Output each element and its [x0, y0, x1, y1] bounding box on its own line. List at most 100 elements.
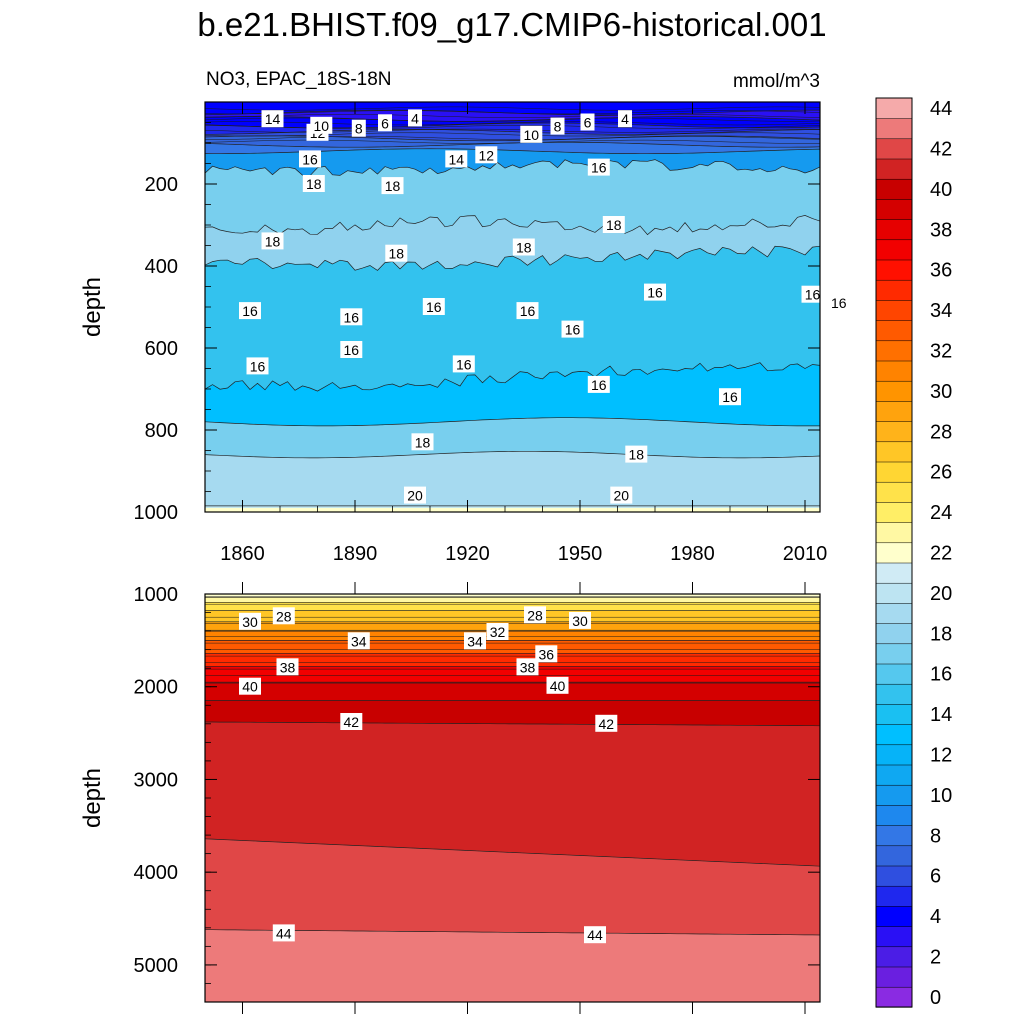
colorbar-swatch — [875, 501, 913, 523]
contour-label-box — [546, 676, 569, 694]
lower-contour-line-43 — [205, 838, 820, 867]
upper-fine-contour — [205, 117, 820, 122]
colorbar-tick-label: 34 — [930, 300, 952, 322]
contour-label-box — [550, 117, 565, 135]
upper-depth-panel: NO3, EPAC_18S-18N mmol/m^3 14 12 10 8 6 4 16 18… — [79, 69, 850, 565]
upper-fill-band-12 — [205, 142, 820, 154]
colorbar-swatch — [875, 602, 913, 624]
lower-contour-lines — [205, 596, 820, 936]
contour-label-box — [302, 175, 325, 192]
y-tick-label: 4000 — [134, 862, 179, 884]
contour-label: 30 — [242, 614, 258, 630]
contour-label: 20 — [614, 488, 630, 504]
contour-label-box — [486, 623, 509, 640]
contour-label: 28 — [276, 608, 292, 624]
contour-label-box — [587, 375, 610, 393]
lower-fill-layer — [205, 594, 820, 1002]
colorbar-tick-label: 24 — [930, 502, 952, 524]
contour-label-box — [587, 158, 610, 176]
contour-label: 32 — [490, 624, 506, 640]
upper-fill-band-6 — [205, 123, 820, 135]
contour-label: 16 — [722, 389, 738, 405]
colorbar-swatch — [875, 340, 913, 362]
contour-label: 16 — [456, 356, 472, 372]
upper-contour-line-4 — [205, 116, 820, 122]
y-tick-label: 2000 — [134, 677, 179, 699]
colorbar-swatch — [875, 259, 913, 281]
contour-label: 16 — [591, 160, 607, 176]
colorbar-swatch — [875, 804, 913, 826]
contour-label: 14 — [265, 111, 281, 127]
upper-fill-band-21 — [205, 451, 820, 506]
contour-label: 18 — [306, 176, 322, 192]
y-tick-label: 3000 — [134, 770, 179, 792]
contour-label: 12 — [479, 147, 495, 163]
contour-label-box — [475, 146, 498, 164]
colorbar-tick-label: 6 — [930, 866, 941, 888]
y-tick-label: 5000 — [134, 955, 179, 977]
colorbar-tick-label: 40 — [930, 179, 952, 201]
colorbar-swatch — [875, 824, 913, 847]
upper-fill-band-deep — [205, 507, 820, 512]
contour-label: 4 — [411, 110, 419, 126]
contour-label: 8 — [554, 119, 562, 135]
contour-label-box — [827, 293, 850, 311]
upper-contour-line-19 — [205, 362, 820, 392]
upper-contour-line-18 — [205, 245, 820, 271]
contour-label-box — [422, 298, 445, 315]
lower-contour-line-44 — [205, 929, 820, 936]
colorbar-swatch — [875, 299, 913, 321]
colorbar-swatch — [875, 158, 913, 180]
colorbar-tick-label: 12 — [930, 745, 952, 767]
x-tick-label: 1890 — [333, 543, 378, 565]
contour-label: 16 — [344, 309, 360, 325]
colorbar-swatch — [875, 97, 913, 119]
contour-label: 18 — [415, 434, 431, 450]
units-subtitle: mmol/m^3 — [733, 71, 820, 92]
colorbar-swatch — [875, 723, 913, 746]
contour-label-box — [452, 355, 475, 373]
contour-label: 16 — [565, 322, 581, 338]
colorbar-swatch — [875, 905, 913, 927]
colorbar-tick-label: 20 — [930, 583, 952, 605]
contour-label-box — [602, 216, 625, 233]
colorbar-swatch — [875, 218, 913, 241]
variable-region-subtitle: NO3, EPAC_18S-18N — [206, 69, 392, 90]
contour-label-box — [625, 445, 648, 463]
colorbar-swatch — [875, 319, 913, 342]
lower-fill-band-41 — [205, 700, 820, 726]
contour-label: 18 — [606, 217, 622, 233]
colorbar-swatch — [875, 845, 913, 867]
colorbar-tick-label: 4 — [930, 906, 941, 928]
contour-label: 16 — [520, 303, 536, 319]
lower-fill-band-26 — [205, 602, 820, 611]
colorbar-swatch — [875, 744, 913, 766]
contour-label: 38 — [520, 659, 536, 675]
contour-label-box — [340, 713, 363, 730]
contour-label-box — [310, 116, 333, 134]
contour-label-box — [561, 320, 584, 338]
contour-label: 44 — [276, 925, 292, 941]
colorbar-swatch — [875, 380, 913, 402]
y-tick-label: 1000 — [134, 502, 179, 524]
upper-fill-band-19 — [205, 362, 820, 426]
contour-label-box — [618, 110, 632, 128]
contour-label: 36 — [539, 646, 555, 662]
contour-label: 16 — [805, 287, 821, 303]
contour-label: 16 — [591, 377, 607, 393]
colorbar-swatch — [875, 198, 913, 220]
x-tick-label: 1920 — [445, 543, 490, 565]
y-tick-label: 400 — [145, 256, 178, 278]
colorbar-swatch — [875, 966, 913, 988]
colorbar-tick-label: 14 — [930, 704, 952, 726]
contour-label: 18 — [389, 246, 405, 262]
contour-label-box — [535, 645, 558, 663]
contour-label: 6 — [381, 115, 389, 131]
contour-label-box — [239, 302, 261, 320]
lower-fill-band-40 — [205, 683, 820, 701]
colorbar-tick-label: 28 — [930, 421, 952, 443]
upper-fine-contour — [205, 110, 820, 115]
contour-label-box — [516, 302, 539, 320]
